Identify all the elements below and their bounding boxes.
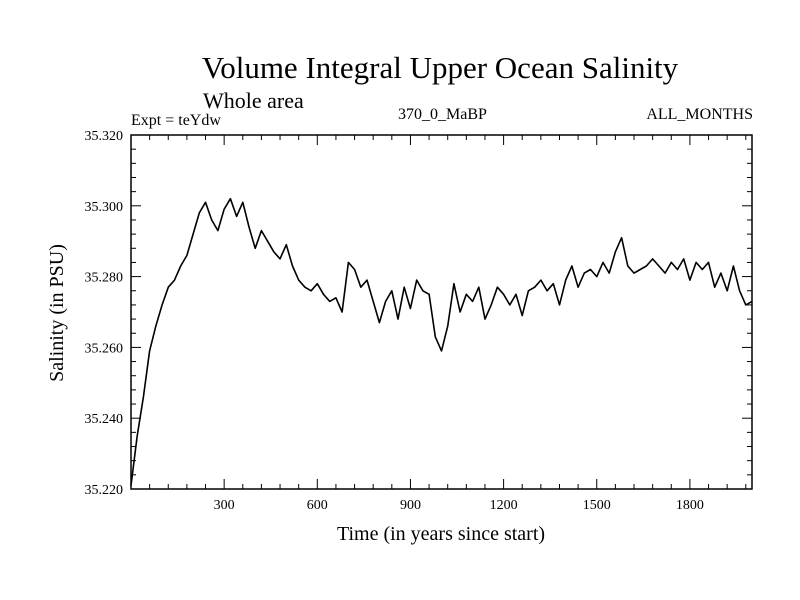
y-tick-label: 35.220 — [85, 483, 124, 498]
x-tick-label: 600 — [307, 498, 328, 513]
y-tick-label: 35.320 — [85, 129, 124, 144]
chart-title: Volume Integral Upper Ocean Salinity — [201, 50, 679, 85]
months-label: ALL_MONTHS — [646, 106, 753, 123]
experiment-label: Expt = teYdw — [131, 112, 221, 129]
x-tick-label: 1500 — [583, 498, 611, 513]
y-tick-label: 35.300 — [85, 200, 124, 215]
x-tick-label: 300 — [214, 498, 235, 513]
plot-frame — [130, 134, 753, 490]
x-tick-label: 1800 — [676, 498, 704, 513]
y-tick-label: 35.260 — [85, 341, 124, 356]
y-tick-label: 35.240 — [85, 412, 124, 427]
chart-subtitle: Whole area — [203, 88, 304, 113]
tick-labels: 300 600 900 1200 1500 1800 35.220 35.240 35.260 3… — [85, 129, 704, 513]
y-axis-label: Salinity (in PSU) — [46, 244, 68, 382]
run-label: 370_0_MaBP — [398, 106, 487, 123]
series-line-teYdw — [130, 197, 753, 486]
x-tick-label: 1200 — [490, 498, 518, 513]
x-tick-label: 900 — [400, 498, 421, 513]
tick-marks — [131, 135, 752, 489]
y-tick-label: 35.280 — [85, 271, 124, 286]
x-axis-label: Time (in years since start) — [337, 523, 545, 545]
